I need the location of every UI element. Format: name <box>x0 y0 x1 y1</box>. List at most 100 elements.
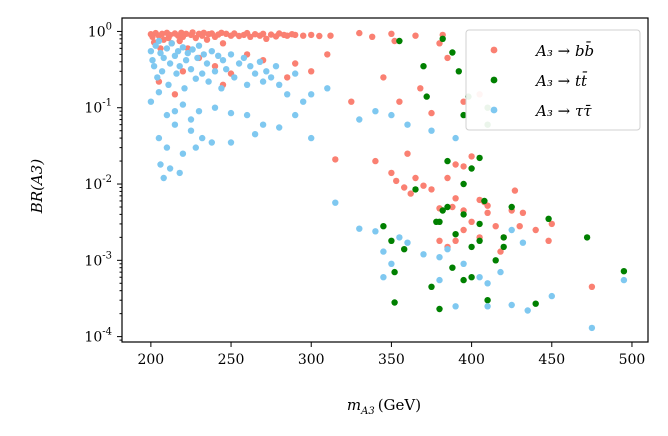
data-point-bb <box>460 226 467 234</box>
y-tick-label: 10-3 <box>84 250 112 269</box>
data-point-tt <box>476 154 483 162</box>
legend-label-bb: A₃ → bb̄ <box>534 42 594 60</box>
data-point-tt <box>500 234 507 241</box>
data-point-tautau <box>195 42 203 49</box>
data-point-tautau <box>179 44 187 51</box>
data-point-bb <box>263 35 270 42</box>
data-point-tautau <box>272 62 280 70</box>
data-point-tautau <box>235 60 243 67</box>
data-point-tautau <box>152 42 159 49</box>
data-point-bb <box>545 237 552 244</box>
data-point-tautau <box>292 70 299 77</box>
data-point-tautau <box>173 70 180 77</box>
ticks-layer: 200 250 300 350 400 450 500 100 10-1 10-2 10-3 10-4 <box>84 21 645 368</box>
data-point-tautau <box>436 276 443 284</box>
data-point-tt <box>449 264 456 271</box>
data-point-tautau <box>508 226 515 234</box>
data-point-tautau <box>251 70 259 77</box>
x-tick-label: 500 <box>619 352 646 368</box>
data-point-bb <box>251 31 259 38</box>
data-point-tautau <box>259 121 267 128</box>
data-point-tautau <box>205 78 212 85</box>
data-point-bb <box>157 45 164 52</box>
data-point-tt <box>452 231 459 238</box>
data-point-bb <box>444 174 451 182</box>
data-point-tautau <box>444 246 451 253</box>
data-point-bb <box>369 33 376 40</box>
data-point-bb <box>532 226 539 234</box>
data-point-tautau <box>157 161 164 168</box>
data-point-tautau <box>497 268 504 276</box>
data-point-tautau <box>452 303 459 310</box>
data-point-tt <box>476 220 483 228</box>
data-point-tautau <box>484 280 491 287</box>
data-point-tautau <box>195 108 203 115</box>
data-point-bb <box>396 98 403 105</box>
data-point-tautau <box>200 51 207 58</box>
data-point-bb <box>372 157 379 165</box>
data-point-tt <box>436 218 443 225</box>
data-point-bb <box>460 98 467 105</box>
data-point-bb <box>284 32 291 39</box>
data-point-tautau <box>147 98 155 105</box>
data-point-tautau <box>380 274 387 281</box>
data-point-bb <box>380 74 387 81</box>
data-point-bb <box>184 45 191 52</box>
y-tick-label: 10-4 <box>84 327 112 346</box>
data-point-tautau <box>199 70 206 77</box>
data-point-tt <box>500 243 507 251</box>
legend: A₃ → bb̄ A₃ → tt̄ A₃ → ττ̄ <box>465 29 641 131</box>
data-point-bb <box>452 195 459 202</box>
data-point-bb <box>436 237 443 244</box>
data-point-bb <box>203 36 211 43</box>
legend-label-tautau: A₃ → ττ̄ <box>534 102 592 120</box>
data-point-tautau <box>356 225 363 232</box>
data-point-tautau <box>171 108 179 115</box>
data-point-bb <box>308 31 315 39</box>
data-point-tautau <box>181 85 188 92</box>
data-point-tt <box>460 211 467 218</box>
data-point-tautau <box>356 116 363 123</box>
data-point-tautau <box>168 40 175 47</box>
plot-frame <box>121 17 649 343</box>
data-point-bb <box>444 54 451 62</box>
data-point-bb <box>235 32 243 40</box>
data-point-tautau <box>155 37 163 45</box>
data-point-bb <box>223 30 230 37</box>
data-point-tt <box>428 283 435 290</box>
legend-box <box>465 29 641 131</box>
data-point-tautau <box>372 108 379 115</box>
data-point-tautau <box>154 74 161 81</box>
data-point-tautau <box>163 45 171 52</box>
data-point-tautau <box>428 127 435 134</box>
data-point-tautau <box>208 48 215 55</box>
data-point-tautau <box>194 54 201 62</box>
data-point-bb <box>476 196 483 204</box>
data-point-tautau <box>179 101 187 108</box>
data-point-tautau <box>256 58 264 65</box>
data-point-tautau <box>189 46 196 53</box>
data-point-tautau <box>157 49 164 57</box>
data-point-bb <box>428 109 435 117</box>
data-point-tautau <box>251 131 259 138</box>
x-tick-label: 350 <box>378 352 405 368</box>
data-point-tt <box>508 203 515 211</box>
data-point-bb <box>497 248 504 255</box>
data-point-tt <box>412 186 419 193</box>
data-point-tautau <box>388 111 395 119</box>
data-point-tautau <box>176 169 183 177</box>
data-point-bb <box>160 36 167 43</box>
x-tick-label: 300 <box>298 352 325 368</box>
data-point-tautau <box>508 301 515 309</box>
data-point-tautau <box>219 57 227 64</box>
data-point-bb <box>436 40 443 47</box>
data-point-tautau <box>171 52 179 59</box>
data-point-tautau <box>227 109 235 117</box>
data-point-bb <box>548 220 555 228</box>
data-point-tautau <box>147 48 155 55</box>
data-point-tautau <box>247 62 254 70</box>
data-point-tautau <box>263 68 270 75</box>
data-point-tautau <box>308 134 315 142</box>
data-point-tautau <box>436 254 443 261</box>
data-point-tautau <box>182 57 190 64</box>
